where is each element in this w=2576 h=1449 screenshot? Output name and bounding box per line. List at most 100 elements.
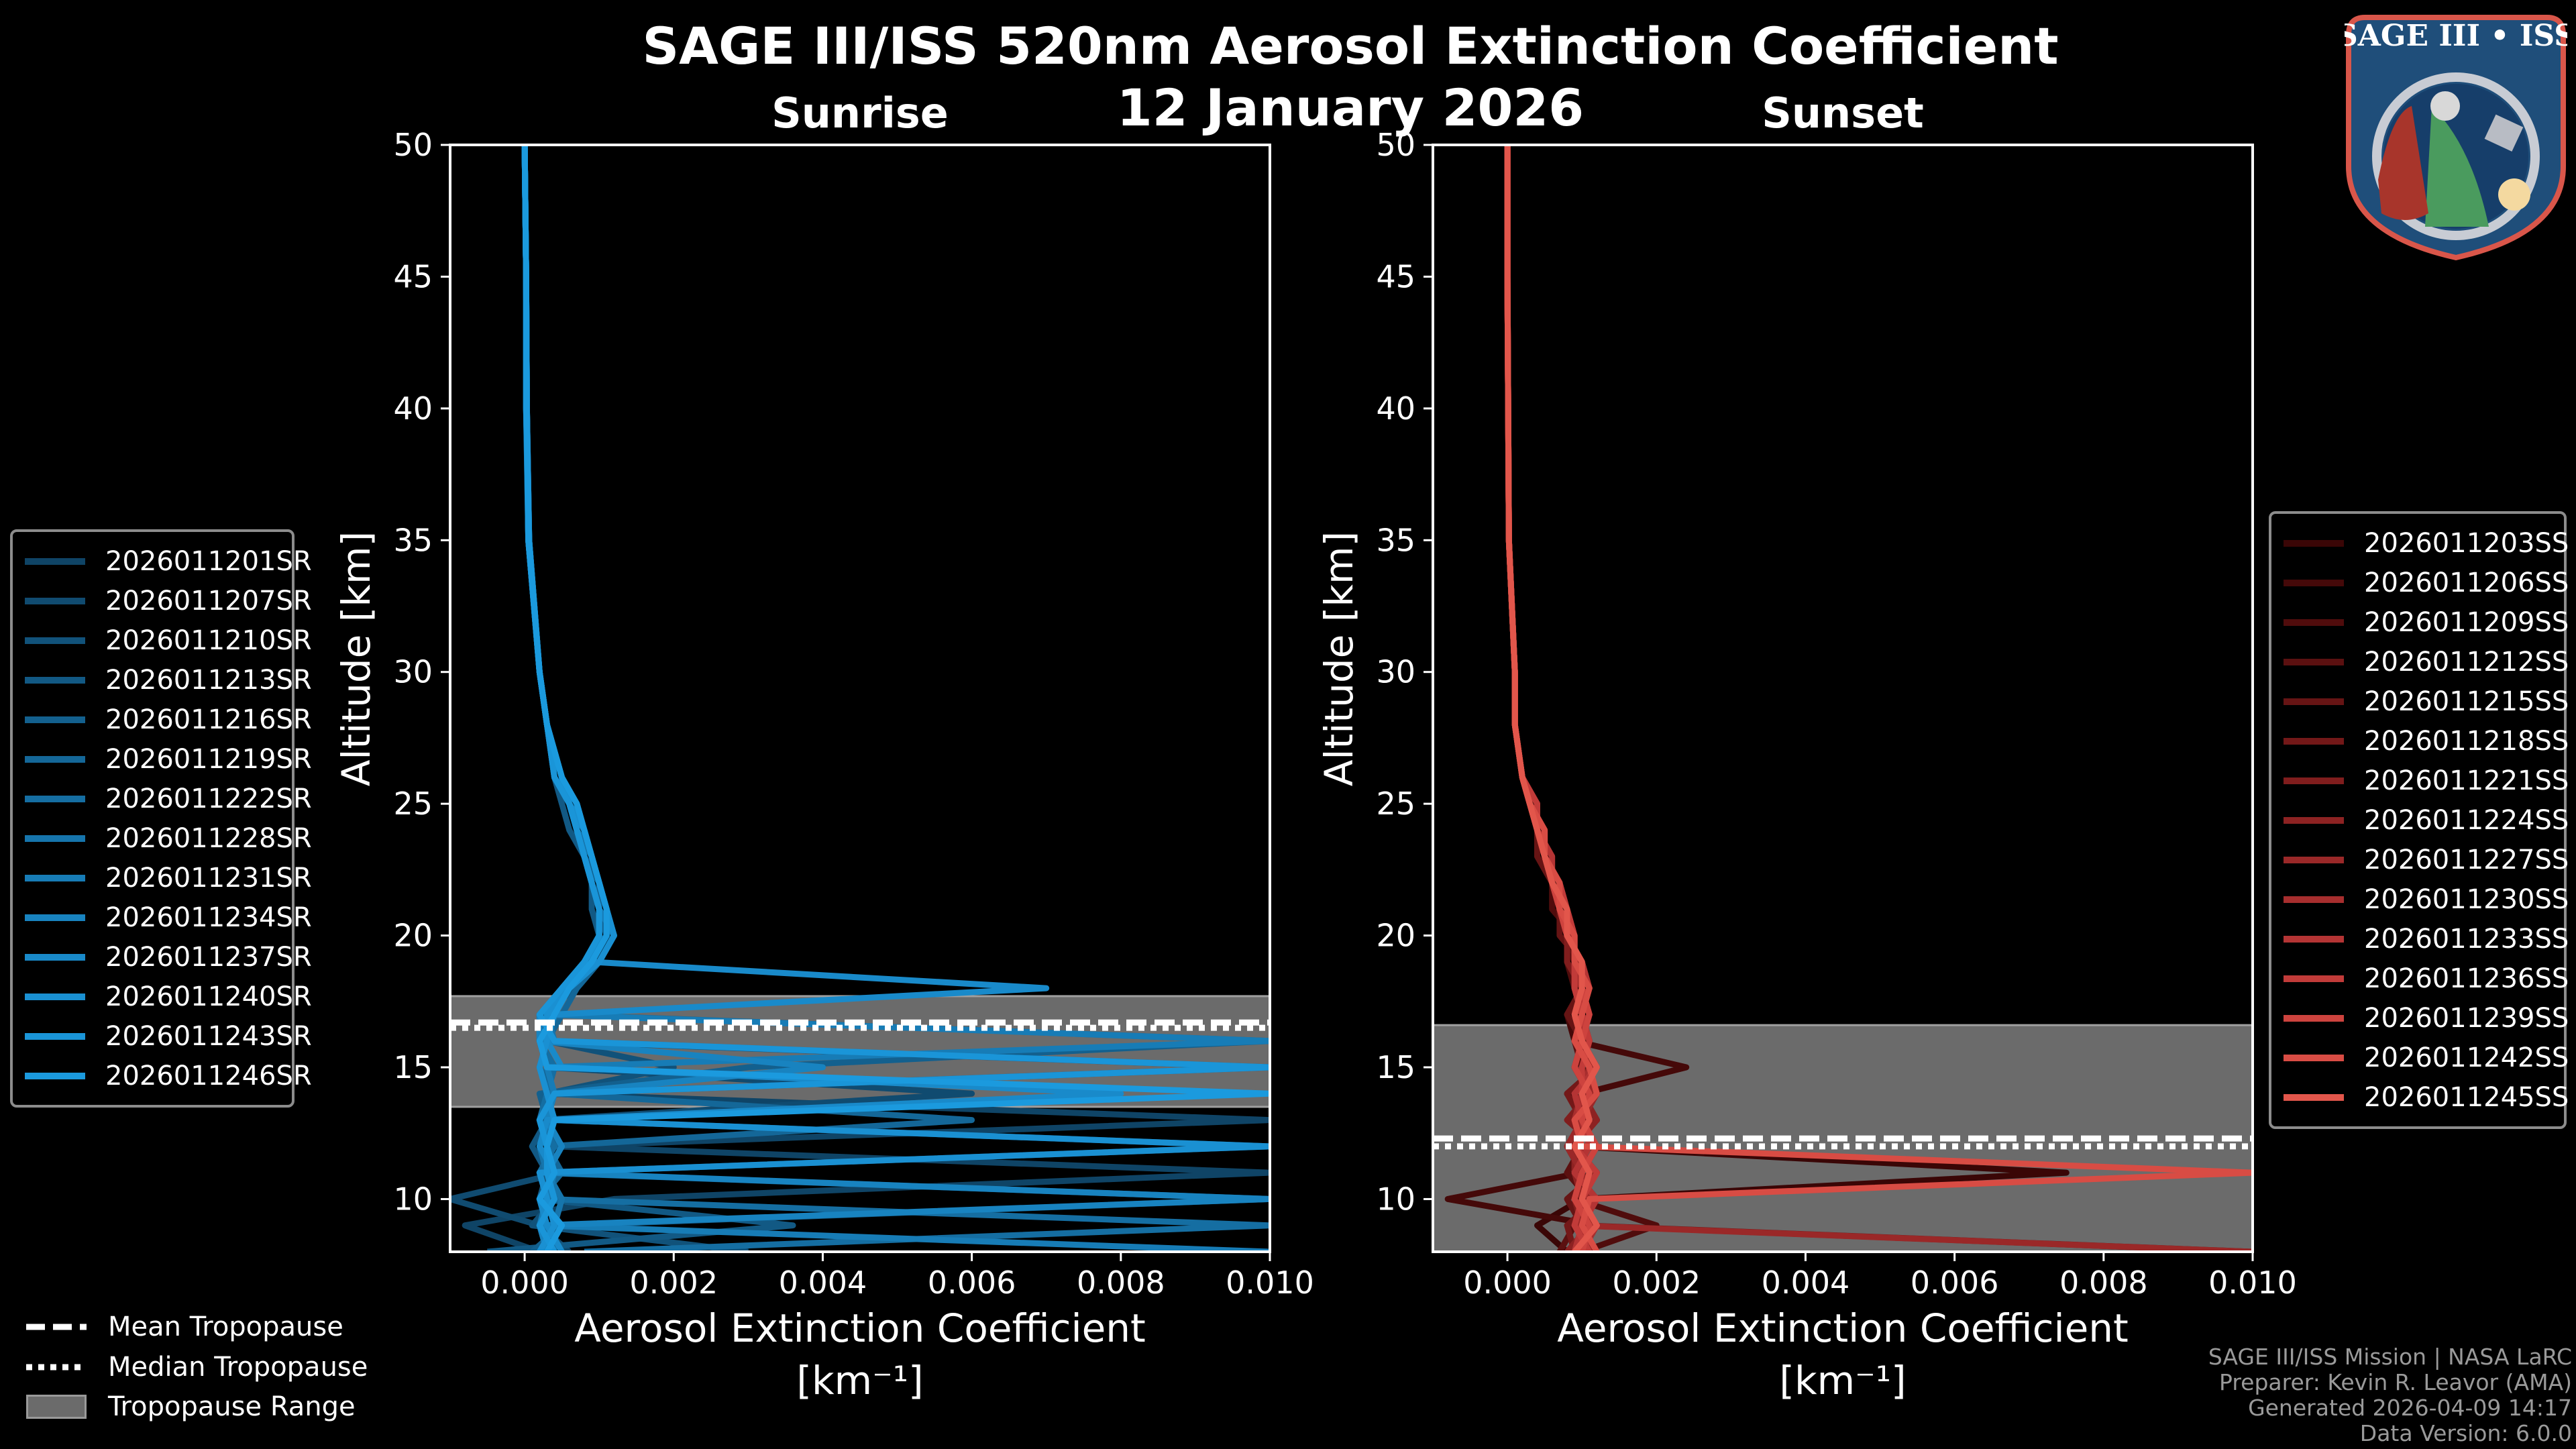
x-tick-label: 0.008 bbox=[1077, 1265, 1165, 1301]
legend-item: 2026011230SS bbox=[2284, 879, 2569, 919]
legend-line-swatch-icon bbox=[25, 716, 85, 723]
legend-label: 2026011203SS bbox=[2364, 527, 2569, 559]
legend-label: 2026011222SR bbox=[105, 783, 312, 814]
legend-item: 2026011215SS bbox=[2284, 682, 2569, 721]
legend-label: 2026011206SS bbox=[2364, 567, 2569, 598]
x-tick-label: 0.008 bbox=[2059, 1265, 2148, 1301]
legend-label: 2026011230SS bbox=[2364, 883, 2569, 915]
legend-label: 2026011239SS bbox=[2364, 1002, 2569, 1034]
footer-mission: SAGE III/ISS Mission | NASA LaRC bbox=[2208, 1344, 2572, 1370]
legend-line-swatch-icon bbox=[2284, 816, 2344, 824]
legend-item: 2026011207SR bbox=[25, 581, 312, 621]
logo-text: SAGE III • ISS bbox=[2345, 19, 2567, 53]
legend-item: 2026011216SR bbox=[25, 700, 312, 739]
series-line-2026011246SR bbox=[521, 145, 1270, 1252]
legend-item: 2026011203SS bbox=[2284, 523, 2569, 563]
y-tick-label: 20 bbox=[1376, 918, 1415, 954]
y-tick-label: 10 bbox=[393, 1181, 433, 1217]
legend-item: 2026011234SR bbox=[25, 898, 312, 937]
legend-line-swatch-icon bbox=[25, 597, 85, 604]
legend-item: 2026011243SR bbox=[25, 1016, 312, 1056]
y-tick-label: 15 bbox=[393, 1049, 433, 1085]
legend-line-swatch-icon bbox=[2284, 975, 2344, 982]
legend-line-swatch-icon bbox=[25, 755, 85, 763]
x-tick-label: 0.002 bbox=[1612, 1265, 1701, 1301]
legend-line-swatch-icon bbox=[2284, 777, 2344, 784]
x-tick-label: 0.006 bbox=[1911, 1265, 1999, 1301]
legend-line-swatch-icon bbox=[2284, 856, 2344, 863]
legend-item: 2026011236SS bbox=[2284, 959, 2569, 998]
legend-item: 2026011209SS bbox=[2284, 602, 2569, 642]
legend-item: 2026011242SS bbox=[2284, 1038, 2569, 1077]
range-swatch-icon bbox=[26, 1395, 87, 1419]
legend-label: 2026011210SR bbox=[105, 625, 312, 656]
legend-line-swatch-icon bbox=[2284, 737, 2344, 745]
legend-line-swatch-icon bbox=[25, 1032, 85, 1040]
sunset-x-axis-label: Aerosol Extinction Coefficient bbox=[1557, 1305, 2129, 1351]
sunset-axes-frame bbox=[1432, 144, 2254, 1253]
legend-item: 2026011213SR bbox=[25, 660, 312, 700]
legend-line-swatch-icon bbox=[2284, 619, 2344, 626]
sunrise-plot-area bbox=[450, 145, 1270, 1252]
legend-label: 2026011212SS bbox=[2364, 646, 2569, 678]
legend-line-swatch-icon bbox=[2284, 579, 2344, 586]
x-tick-label: 0.004 bbox=[779, 1265, 867, 1301]
x-tick-label: 0.000 bbox=[1463, 1265, 1552, 1301]
legend-label: 2026011228SR bbox=[105, 822, 312, 854]
legend-line-swatch-icon bbox=[25, 835, 85, 842]
sunrise-x-axis-unit: [km⁻¹] bbox=[796, 1358, 923, 1403]
y-tick-label: 35 bbox=[393, 522, 433, 558]
legend-item: 2026011233SS bbox=[2284, 919, 2569, 959]
legend-line-swatch-icon bbox=[2284, 1054, 2344, 1061]
legend-line-swatch-icon bbox=[2284, 1014, 2344, 1022]
legend-label: 2026011243SR bbox=[105, 1020, 312, 1052]
legend-tropopause-range: Tropopause Range bbox=[26, 1391, 356, 1422]
legend-item: 2026011219SR bbox=[25, 739, 312, 779]
sunset-y-axis-label: Altitude [km] bbox=[1316, 531, 1362, 786]
date-title: 12 January 2026 bbox=[1116, 78, 1585, 138]
legend-median-tropopause: Median Tropopause bbox=[26, 1352, 368, 1383]
legend-label: 2026011237SR bbox=[105, 941, 312, 973]
sunrise-y-axis-label: Altitude [km] bbox=[333, 531, 379, 786]
legend-label: 2026011233SS bbox=[2364, 923, 2569, 955]
legend-label: 2026011219SR bbox=[105, 743, 312, 775]
y-tick-label: 45 bbox=[393, 258, 433, 294]
sunrise-x-axis-label: Aerosol Extinction Coefficient bbox=[574, 1305, 1146, 1351]
legend-item: 2026011231SR bbox=[25, 858, 312, 898]
legend-item: 2026011246SR bbox=[25, 1056, 312, 1095]
sunset-panel-title: Sunset bbox=[1762, 89, 1924, 138]
sunset-legend: 2026011203SS 2026011206SS 2026011209SS 2026… bbox=[2269, 511, 2569, 1129]
y-tick-label: 45 bbox=[1376, 258, 1415, 294]
y-tick-label: 30 bbox=[1376, 654, 1415, 690]
legend-item: 2026011210SR bbox=[25, 621, 312, 660]
legend-label: 2026011207SR bbox=[105, 585, 312, 616]
legend-item: 2026011222SR bbox=[25, 779, 312, 818]
legend-item: 2026011218SS bbox=[2284, 721, 2569, 761]
legend-label: 2026011224SS bbox=[2364, 804, 2569, 836]
sunrise-legend: 2026011201SR 2026011207SR 2026011210SR 2026… bbox=[10, 529, 312, 1108]
legend-label: 2026011246SR bbox=[105, 1060, 312, 1091]
dashed-line-icon bbox=[26, 1324, 87, 1330]
main-title: SAGE III/ISS 520nm Aerosol Extinction Co… bbox=[642, 16, 2059, 76]
dotted-line-icon bbox=[26, 1364, 87, 1371]
legend-line-swatch-icon bbox=[2284, 896, 2344, 903]
legend-label: 2026011234SR bbox=[105, 902, 312, 933]
legend-line-swatch-icon bbox=[2284, 698, 2344, 705]
legend-label: 2026011227SS bbox=[2364, 844, 2569, 875]
legend-label: 2026011221SS bbox=[2364, 765, 2569, 796]
legend-line-swatch-icon bbox=[25, 637, 85, 644]
legend-item: 2026011239SS bbox=[2284, 998, 2569, 1038]
legend-line-swatch-icon bbox=[2284, 658, 2344, 665]
sunset-x-axis-unit: [km⁻¹] bbox=[1779, 1358, 1906, 1403]
sunrise-panel-title: Sunrise bbox=[771, 89, 949, 138]
y-tick-label: 50 bbox=[1376, 127, 1415, 163]
legend-line-swatch-icon bbox=[25, 676, 85, 684]
legend-line-swatch-icon bbox=[25, 953, 85, 961]
legend-item: 2026011206SS bbox=[2284, 563, 2569, 602]
legend-label: 2026011215SS bbox=[2364, 686, 2569, 717]
legend-item: 2026011228SR bbox=[25, 818, 312, 858]
legend-label: 2026011242SS bbox=[2364, 1042, 2569, 1073]
legend-line-swatch-icon bbox=[2284, 539, 2344, 547]
footer-credits: SAGE III/ISS Mission | NASA LaRC Prepare… bbox=[2208, 1344, 2572, 1446]
x-tick-label: 0.000 bbox=[480, 1265, 569, 1301]
